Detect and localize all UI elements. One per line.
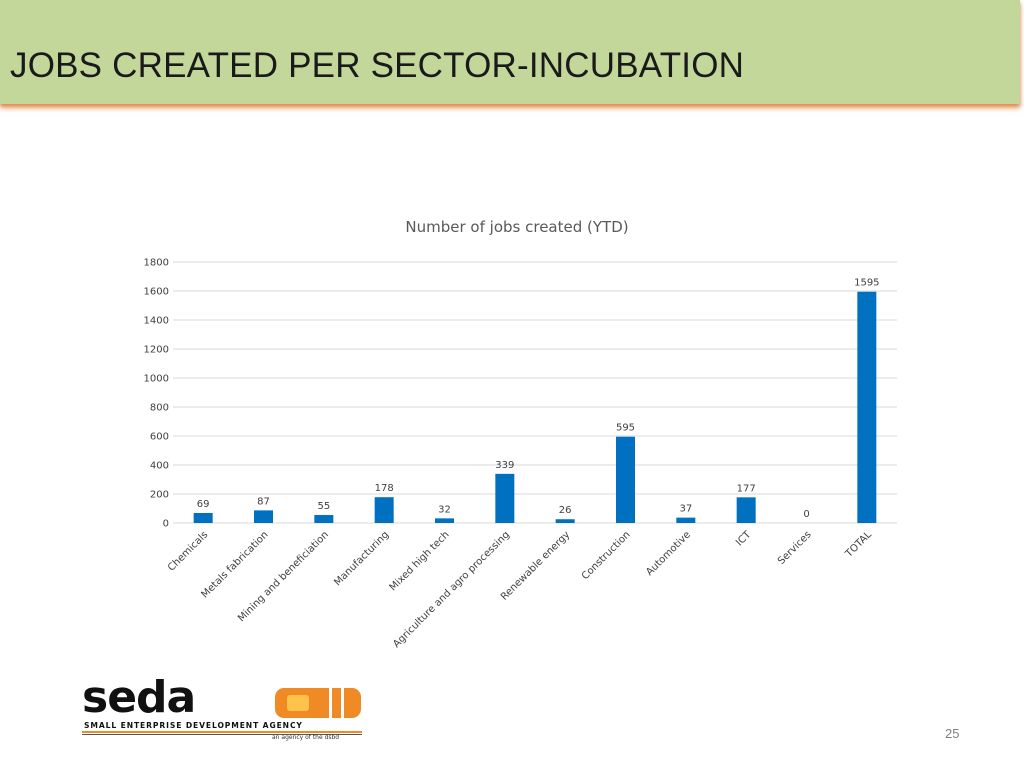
y-tick-label: 1200 xyxy=(144,345,169,356)
logo-subtitle: SMALL ENTERPRISE DEVELOPMENT AGENCY xyxy=(84,721,303,730)
category-label: Mixed high tech xyxy=(388,529,452,593)
category-label: Chemicals xyxy=(166,529,210,573)
seda-mark-icon xyxy=(275,688,361,718)
y-axis-ticks: 0 200 400 600 800 1000 1200 1400 1600 1800 xyxy=(144,258,169,530)
bar xyxy=(495,473,515,523)
category-label: Automotive xyxy=(644,529,693,578)
data-label: 69 xyxy=(197,499,210,510)
y-tick-label: 600 xyxy=(150,432,169,443)
y-tick-label: 400 xyxy=(150,461,169,472)
bar xyxy=(676,517,696,523)
data-label: 55 xyxy=(317,501,330,512)
slide-title: JOBS CREATED PER SECTOR-INCUBATION xyxy=(10,46,745,85)
gridlines xyxy=(173,261,897,524)
y-tick-label: 200 xyxy=(150,490,169,501)
data-labels: 69 87 55 178 32 339 26 595 37 177 0 1595 xyxy=(197,278,880,520)
bar xyxy=(254,510,273,523)
category-label: Metals fabrication xyxy=(199,529,270,600)
category-label: ICT xyxy=(734,529,754,549)
title-banner xyxy=(0,0,1020,104)
data-label: 32 xyxy=(438,504,451,515)
bar xyxy=(374,497,394,523)
bar xyxy=(193,512,213,523)
logo-tagline: an agency of the dsbd xyxy=(272,734,340,741)
data-label: 26 xyxy=(559,505,572,516)
y-tick-label: 0 xyxy=(163,519,169,530)
category-label: Construction xyxy=(580,529,633,582)
data-label: 178 xyxy=(375,483,394,494)
y-tick-label: 1800 xyxy=(144,258,169,269)
bar xyxy=(555,519,575,523)
bar xyxy=(435,518,454,523)
bar xyxy=(857,291,877,523)
data-label: 339 xyxy=(495,460,514,471)
y-tick-label: 800 xyxy=(150,403,169,414)
bar xyxy=(314,515,334,523)
seda-logo: seda SMALL ENTERPRISE DEVELOPMENT AGENCY… xyxy=(82,676,367,744)
category-label: Manufacturing xyxy=(332,529,391,588)
logo-underline-thin xyxy=(82,734,362,735)
y-tick-label: 1600 xyxy=(144,287,169,298)
data-label: 595 xyxy=(616,423,635,434)
bar xyxy=(616,436,635,523)
data-label: 87 xyxy=(257,496,270,507)
category-label: Services xyxy=(776,529,814,567)
category-label: TOTAL xyxy=(843,529,874,560)
bar xyxy=(736,497,756,523)
data-label: 37 xyxy=(679,504,692,515)
category-label: Agriculture and agro processing xyxy=(391,529,512,650)
chart-title: Number of jobs created (YTD) xyxy=(405,218,628,236)
logo-underline xyxy=(82,731,362,733)
y-tick-label: 1000 xyxy=(144,374,169,385)
logo-wordmark: seda xyxy=(82,672,196,723)
data-label: 0 xyxy=(803,509,809,520)
y-tick-label: 1400 xyxy=(144,316,169,327)
data-label: 1595 xyxy=(854,278,879,289)
bars xyxy=(193,291,877,523)
data-label: 177 xyxy=(737,483,756,494)
category-label: Renewable energy xyxy=(499,529,572,602)
page-number: 25 xyxy=(945,726,960,741)
